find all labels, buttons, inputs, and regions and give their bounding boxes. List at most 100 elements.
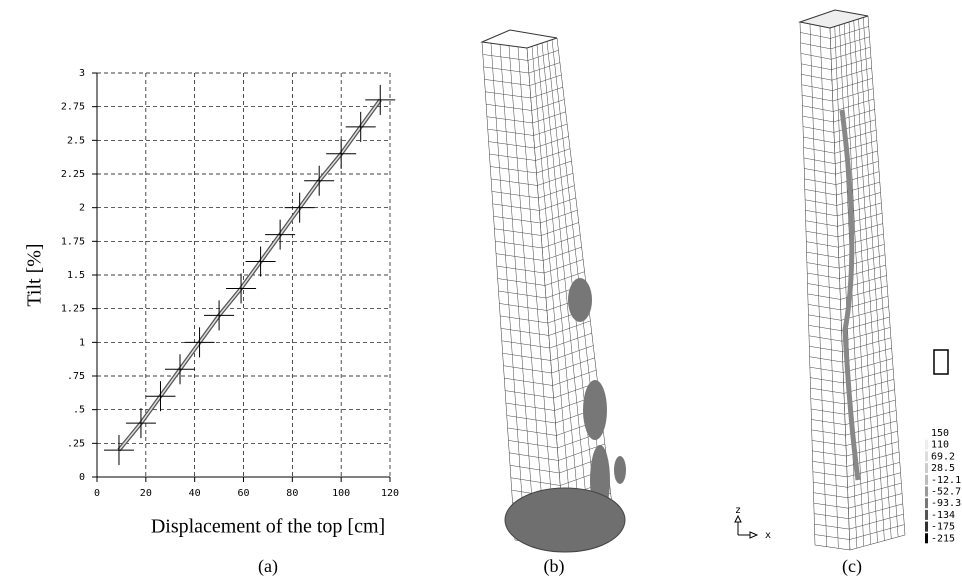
marker <box>165 354 196 385</box>
y-tick-label: 2.75 <box>61 102 85 113</box>
mesh-line <box>843 358 893 373</box>
mesh-line <box>495 240 543 249</box>
mesh-line <box>498 290 547 299</box>
mesh-line <box>505 402 555 411</box>
y-tick-label: 1.25 <box>61 304 85 315</box>
mesh-line <box>527 50 559 61</box>
mesh-line <box>834 129 877 144</box>
y-tick-label: 2 <box>79 203 85 214</box>
y-axis-label: Tilt [%] <box>24 243 46 306</box>
mesh-line <box>837 202 882 217</box>
mesh-line <box>813 502 849 509</box>
mesh-line <box>813 481 848 488</box>
x-tick-label: 20 <box>140 488 152 499</box>
damage-patch <box>614 456 626 484</box>
mesh-line <box>803 147 835 154</box>
marker <box>145 381 176 412</box>
mesh-line <box>844 389 895 405</box>
mesh-line <box>487 128 534 136</box>
crack-path <box>839 109 861 481</box>
mesh-line <box>809 346 843 352</box>
x-tick-label: 40 <box>189 488 201 499</box>
mesh-line <box>839 254 886 269</box>
mesh-line <box>802 105 834 112</box>
mesh-line <box>483 66 529 74</box>
marker <box>125 408 156 439</box>
mesh-line <box>491 178 538 186</box>
mesh-line <box>489 153 536 161</box>
tower-b-left <box>481 41 566 549</box>
mesh-line <box>530 86 563 99</box>
y-tick-label: 1.5 <box>67 270 85 281</box>
legend-label: -12.1 <box>931 475 961 486</box>
mesh-line <box>810 387 845 394</box>
mesh-line <box>809 356 843 363</box>
mesh-line <box>835 171 880 185</box>
y-tick-label: 3 <box>79 68 85 79</box>
x-tick-label: 80 <box>286 488 298 499</box>
mesh-line <box>805 220 838 227</box>
marker <box>365 84 396 115</box>
mesh-line <box>505 390 554 399</box>
mesh-line <box>849 524 905 540</box>
mesh-line <box>838 244 885 258</box>
mesh-line <box>807 283 841 290</box>
mesh-line <box>540 209 578 224</box>
mesh-line <box>810 398 845 405</box>
mesh-line <box>843 379 894 394</box>
mesh-line <box>843 368 894 384</box>
mesh-line <box>509 452 559 461</box>
mesh-line <box>531 99 565 111</box>
legend-label: -134 <box>931 510 955 521</box>
legend-label: 150 <box>931 428 949 439</box>
legend-label: 28.5 <box>931 463 955 474</box>
mesh-line <box>835 150 878 164</box>
mesh-line <box>542 234 581 249</box>
mesh-line <box>814 534 850 540</box>
marker <box>265 219 296 250</box>
mesh-line <box>543 246 582 261</box>
x-tick-label: 120 <box>381 488 399 499</box>
mesh-line <box>814 513 849 519</box>
y-tick-label: 1 <box>79 337 85 348</box>
mesh-line <box>847 482 902 499</box>
marker <box>245 246 276 277</box>
mesh-line <box>500 328 549 336</box>
mesh-line <box>835 161 879 175</box>
mesh-line <box>848 493 903 509</box>
mesh-line <box>812 471 848 478</box>
y-tick-label: 2.25 <box>61 169 85 180</box>
mesh-line <box>499 303 547 311</box>
mesh-line <box>806 262 840 269</box>
mesh-line <box>800 53 832 60</box>
mesh-line <box>551 357 595 374</box>
mesh-line <box>811 419 846 425</box>
mesh-line <box>493 216 541 224</box>
mesh-line <box>485 91 531 99</box>
mesh-line <box>812 450 847 457</box>
mesh-line <box>808 304 841 311</box>
mesh-line <box>837 212 883 227</box>
legend-icon <box>933 349 949 375</box>
legend-swatch <box>925 439 928 450</box>
y-tick-label: .25 <box>67 438 85 449</box>
panel-label: (b) <box>544 556 565 577</box>
mesh-line <box>536 160 572 174</box>
mesh-line <box>496 265 545 274</box>
mesh-line <box>803 157 836 164</box>
mesh-line <box>800 42 831 50</box>
mesh-line <box>834 140 877 154</box>
legend-swatch <box>925 474 928 485</box>
y-tick-label: .5 <box>73 405 85 416</box>
mesh-line <box>535 148 571 161</box>
mesh-line <box>806 251 839 258</box>
marker <box>226 273 257 304</box>
tower-b-top <box>480 29 558 49</box>
mesh-line <box>801 84 833 91</box>
mesh-line <box>804 189 837 196</box>
mesh-line <box>507 427 557 436</box>
marker <box>284 192 315 223</box>
x-tick-label: 0 <box>94 488 100 499</box>
mesh-line <box>801 74 833 81</box>
